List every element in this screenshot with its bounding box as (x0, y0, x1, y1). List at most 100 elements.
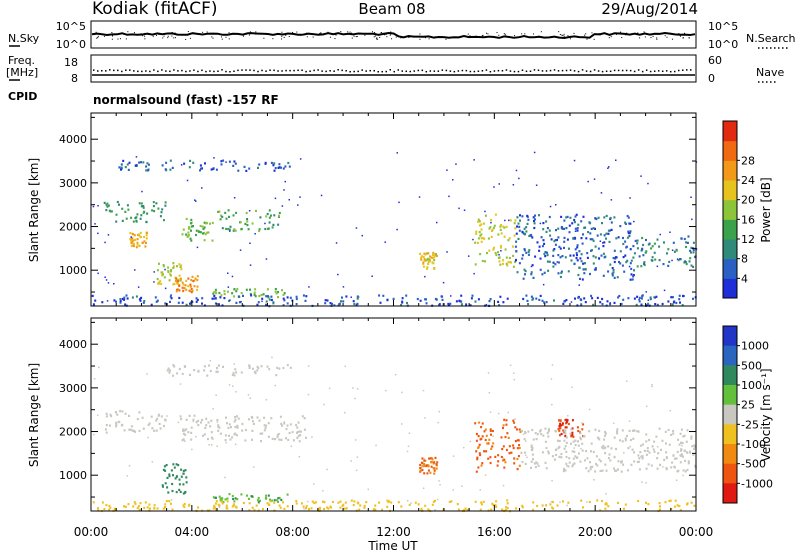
range-cell (106, 205, 109, 208)
range-cell (552, 261, 555, 264)
range-cell (500, 455, 503, 459)
nsearch-dot (682, 37, 684, 39)
range-cell (613, 276, 616, 279)
noise-cell (593, 178, 596, 180)
range-cell (178, 289, 181, 292)
noise-cell (107, 282, 110, 284)
range-cell (636, 239, 639, 242)
nave-dot (517, 70, 520, 73)
range-cell (233, 500, 236, 503)
range-cell (604, 434, 606, 437)
noise-cell (248, 210, 251, 212)
nave-dot (229, 70, 231, 73)
range-cell (155, 300, 158, 303)
nsearch-dot (379, 36, 381, 38)
noise-cell (271, 356, 273, 359)
range-cell (687, 462, 690, 465)
range-cell (212, 507, 215, 510)
range-cell (538, 298, 541, 301)
range-cell (531, 453, 534, 456)
nave-dot (141, 70, 143, 73)
range-cell (211, 437, 214, 440)
range-cell (273, 162, 276, 165)
range-cell (242, 294, 244, 297)
range-cell (203, 226, 206, 229)
range-cell (564, 432, 567, 435)
range-cell (128, 414, 130, 417)
colorbar-segment (723, 404, 737, 425)
range-cell (248, 509, 251, 512)
range-cell (544, 440, 547, 443)
power-cells (91, 159, 698, 308)
range-cell (523, 227, 526, 230)
range-cell (146, 162, 149, 165)
range-cell (494, 252, 497, 255)
range-cell (432, 257, 435, 260)
nave-dot (337, 69, 339, 71)
range-cell (640, 265, 643, 268)
range-cell (557, 236, 560, 239)
range-cell (560, 270, 563, 273)
range-cell (251, 367, 254, 370)
range-cell (118, 166, 121, 169)
nave-dot (157, 70, 159, 73)
freq-left-tick-top: 18 (64, 56, 78, 69)
noise-cell (313, 483, 315, 485)
range-cell (525, 226, 528, 229)
range-cell (427, 508, 430, 511)
nsearch-dot (189, 37, 191, 39)
range-cell (124, 166, 127, 169)
nsearch-dot (626, 32, 628, 34)
range-cell (645, 250, 648, 253)
range-cell (665, 442, 667, 445)
nsearch-dot (163, 35, 165, 37)
noise-cell (137, 286, 140, 288)
range-cell (143, 240, 146, 243)
nave-dot (453, 70, 456, 73)
nsearch-dot (569, 36, 571, 38)
range-cell (552, 507, 555, 510)
range-cell (485, 214, 487, 217)
nsearch-dot (585, 33, 587, 35)
colorbar-frame (722, 325, 738, 504)
range-cell (558, 445, 561, 448)
range-cell (594, 256, 597, 259)
range-cell (187, 431, 190, 434)
range-cell (273, 501, 276, 504)
range-cell (681, 304, 684, 307)
noise-cell (588, 408, 591, 411)
range-cell (374, 504, 377, 507)
range-cell (185, 279, 188, 282)
range-cell (631, 429, 634, 432)
range-cell (505, 423, 508, 426)
nsearch-dot (419, 38, 421, 40)
range-cell (592, 255, 595, 258)
range-cell (477, 298, 480, 301)
range-cell (379, 301, 382, 304)
range-cell (501, 459, 504, 462)
range-cell (115, 213, 118, 216)
range-cell (476, 456, 479, 459)
x-tick-label: 04:00 (175, 525, 210, 539)
range-cell (551, 455, 554, 458)
nsky-strip: N.Sky 10^5 10^0 10^5 10^0 N.Search (8, 20, 796, 51)
range-cell (678, 298, 681, 301)
range-cell (609, 263, 612, 266)
range-cell (581, 449, 584, 452)
range-cell (552, 254, 555, 257)
range-cell (186, 235, 189, 238)
range-cell (643, 449, 646, 452)
range-cell (365, 501, 368, 504)
noise-cell (170, 294, 172, 296)
range-cell (565, 426, 568, 429)
nsearch-dot (251, 32, 253, 34)
range-cell (664, 501, 667, 504)
range-cell (590, 450, 592, 453)
nsearch-dot (283, 36, 285, 38)
range-cell (542, 222, 545, 225)
nave-dot (341, 69, 343, 72)
range-cell (576, 456, 579, 459)
range-cell (576, 246, 579, 249)
range-cell (138, 244, 141, 247)
noise-cell (473, 159, 475, 161)
